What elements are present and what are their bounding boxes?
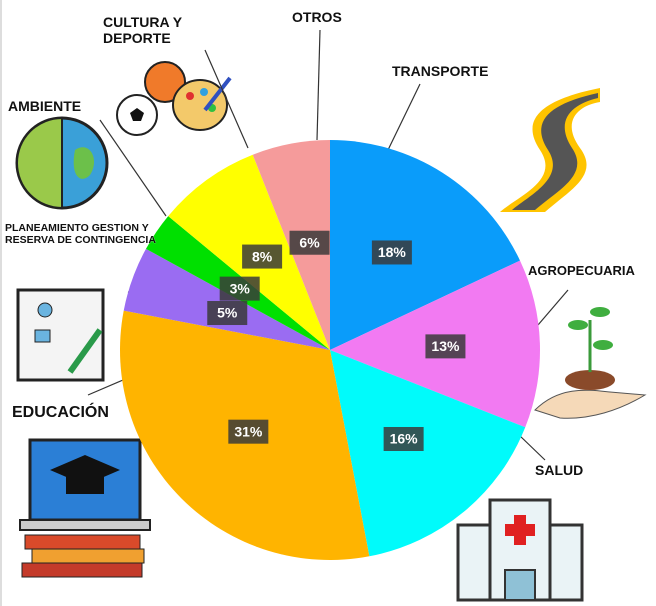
value-label-box <box>242 244 283 269</box>
value-label: 13% <box>431 338 460 354</box>
value-label-box <box>371 240 412 265</box>
pie-slice <box>330 140 521 350</box>
value-label: 31% <box>234 423 263 439</box>
leader-line <box>517 433 546 461</box>
value-label-box <box>425 334 466 359</box>
leader-line <box>99 119 167 217</box>
hospital-icon <box>456 498 584 602</box>
value-label-box <box>228 419 269 444</box>
planning-icon <box>16 288 105 382</box>
category-label: SALUD <box>535 462 584 478</box>
category-label: AMBIENTE <box>8 98 82 114</box>
value-label: 18% <box>378 244 407 260</box>
plant-icon <box>534 307 647 419</box>
leader-line <box>204 49 249 149</box>
road-icon <box>500 88 600 212</box>
category-label: PLANEAMIENTO GESTION Y RESERVA DE CONTIN… <box>5 222 156 247</box>
globe-icon <box>15 116 109 210</box>
category-label: EDUCACIÓN <box>12 404 109 421</box>
value-label: 16% <box>390 431 419 447</box>
category-label: CULTURA Y DEPORTE <box>103 14 182 47</box>
category-label: OTROS <box>292 9 342 25</box>
leader-line <box>387 83 421 151</box>
category-label: TRANSPORTE <box>392 63 489 79</box>
value-label: 5% <box>217 305 238 321</box>
leader-line <box>537 289 569 326</box>
value-label: 8% <box>252 248 273 264</box>
leader-line <box>316 29 321 141</box>
value-label-box <box>289 230 330 255</box>
leader-line <box>87 379 124 396</box>
value-label-box <box>383 426 424 451</box>
category-label: AGROPECUARIA <box>528 263 635 278</box>
education-icon <box>19 438 151 578</box>
sports-icon <box>116 61 232 136</box>
value-label-box <box>219 276 260 301</box>
value-label: 6% <box>299 234 320 250</box>
value-label-box <box>207 301 248 326</box>
value-label: 3% <box>230 280 251 296</box>
pie-slice <box>330 350 526 557</box>
